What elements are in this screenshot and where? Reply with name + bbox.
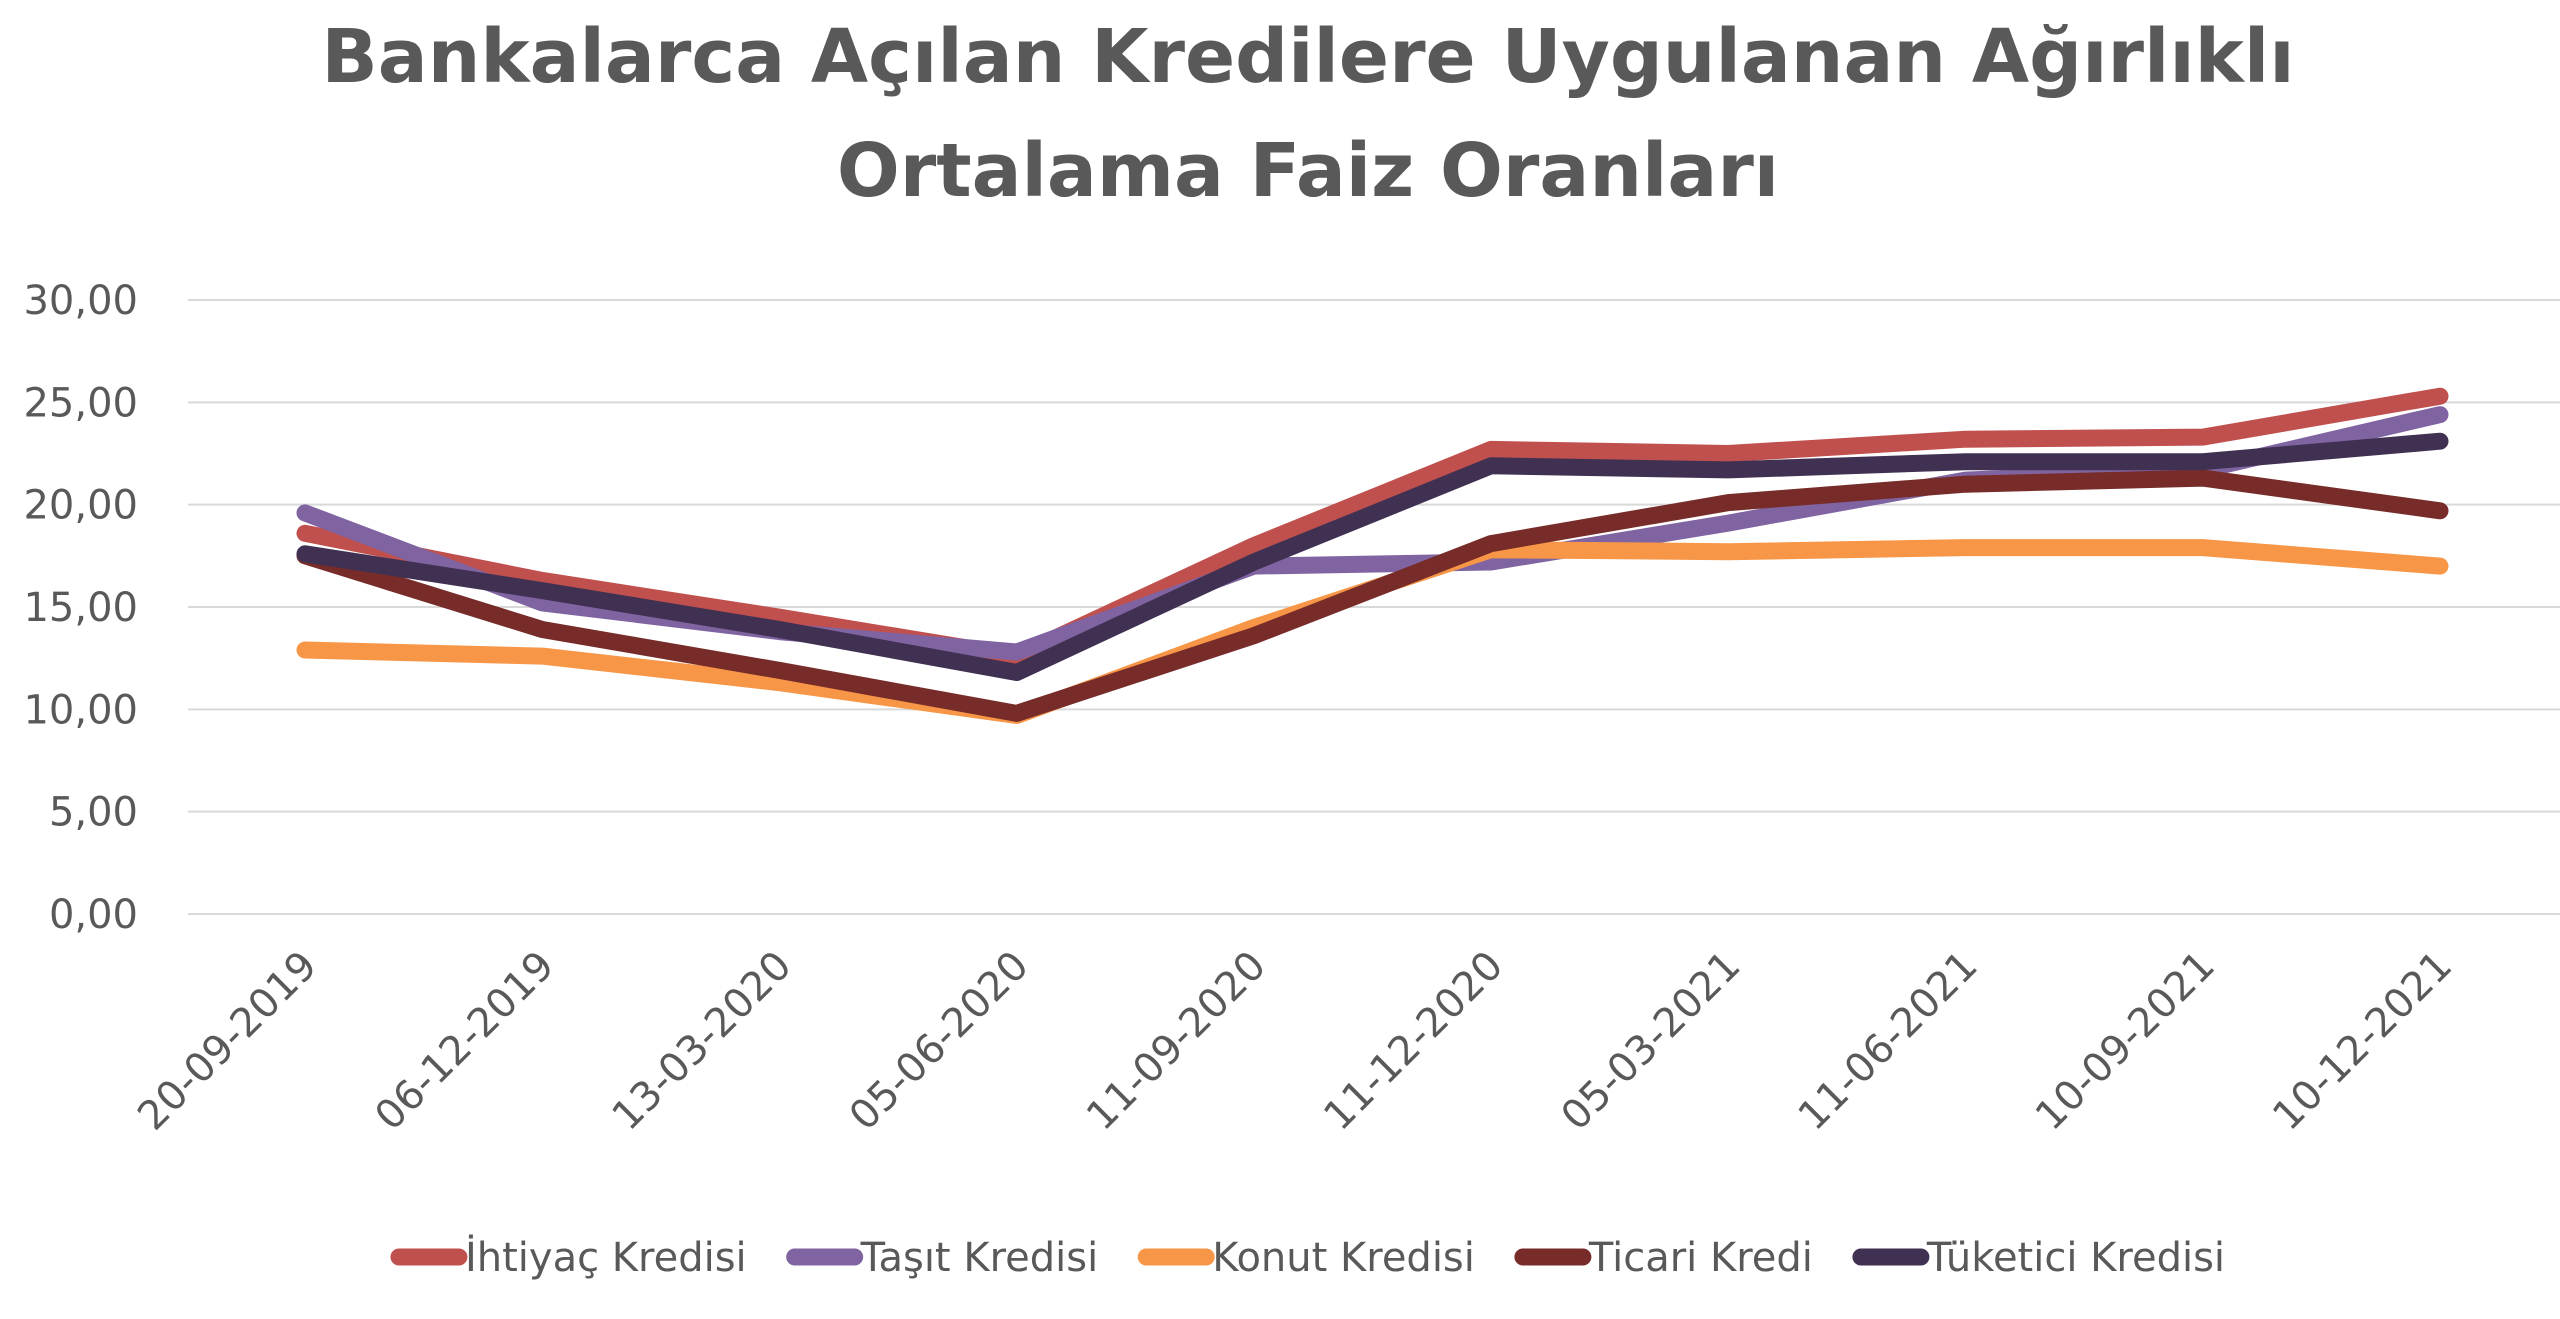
legend-item: Taşıt Kredisi — [786, 1235, 1099, 1281]
x-tick-label: 11-06-2021 — [1790, 943, 1987, 1140]
series-line-1 — [296, 387, 2449, 665]
x-tick-label: 11-09-2020 — [1078, 943, 1275, 1140]
x-tick-label: 06-12-2019 — [366, 943, 563, 1140]
y-tick-label: 5,00 — [49, 790, 138, 836]
y-tick-label: 15,00 — [23, 585, 138, 631]
chart-title-line-1: Bankalarca Açılan Kredilere Uygulanan Ağ… — [321, 14, 2294, 100]
legend-item: Ticari Kredi — [1514, 1235, 1813, 1281]
y-tick-label: 10,00 — [23, 687, 138, 733]
y-tick-label: 20,00 — [23, 483, 138, 529]
y-tick-label: 0,00 — [49, 892, 138, 938]
legend-item: İhtiyaç Kredisi — [390, 1233, 747, 1281]
series-line-3 — [296, 539, 2449, 724]
series-lines — [296, 387, 2449, 724]
chart-title: Bankalarca Açılan Kredilere Uygulanan Ağ… — [321, 14, 2294, 214]
y-tick-label: 25,00 — [23, 380, 138, 426]
x-tick-label: 05-03-2021 — [1552, 943, 1749, 1140]
legend: İhtiyaç Kredisi Taşıt Kredisi Konut Kredis… — [390, 1233, 2225, 1281]
legend-label: Konut Kredisi — [1212, 1235, 1475, 1281]
legend-label: İhtiyaç Kredisi — [465, 1233, 747, 1281]
x-tick-label: 13-03-2020 — [604, 943, 801, 1140]
series-line-4 — [296, 469, 2449, 722]
x-tick-label: 20-09-2019 — [129, 943, 326, 1140]
x-tick-label: 11-12-2020 — [1315, 943, 1512, 1140]
legend-label: Taşıt Kredisi — [860, 1235, 1099, 1281]
y-axis: 0,00 5,00 10,00 15,00 20,00 25,00 30,00 — [23, 278, 138, 938]
series-line-5 — [296, 432, 2449, 681]
x-tick-label: 05-06-2020 — [841, 943, 1038, 1140]
x-axis: 20-09-2019 06-12-2019 13-03-2020 05-06-2020… — [129, 943, 2461, 1140]
legend-label: Ticari Kredi — [1588, 1235, 1813, 1281]
legend-item: Konut Kredisi — [1137, 1235, 1475, 1281]
x-tick-label: 10-09-2021 — [2027, 943, 2224, 1140]
y-tick-label: 30,00 — [23, 278, 138, 324]
series-line-2 — [296, 406, 2449, 661]
legend-label: Tüketici Kredisi — [1926, 1235, 2225, 1281]
chart-title-line-2: Ortalama Faiz Oranları — [837, 128, 1779, 214]
legend-item: Tüketici Kredisi — [1852, 1235, 2225, 1281]
x-tick-label: 10-12-2021 — [2264, 943, 2461, 1140]
